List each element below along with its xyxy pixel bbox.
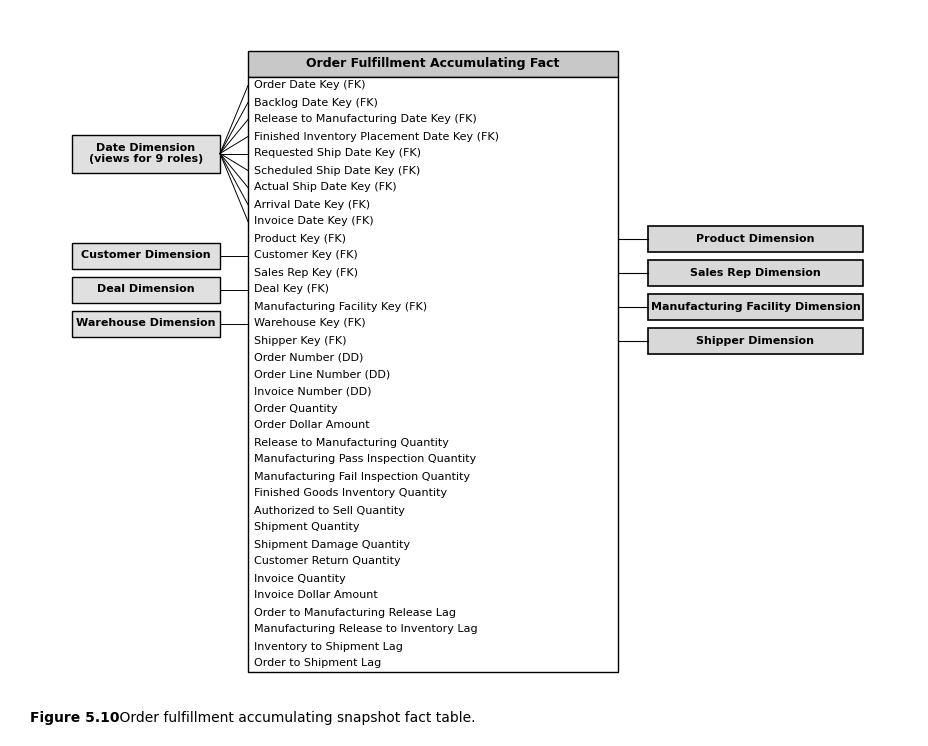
Text: Actual Ship Date Key (FK): Actual Ship Date Key (FK) bbox=[253, 183, 396, 192]
Text: Deal Key (FK): Deal Key (FK) bbox=[253, 284, 329, 295]
Text: Invoice Number (DD): Invoice Number (DD) bbox=[253, 386, 371, 397]
Text: Date Dimension
(views for 9 roles): Date Dimension (views for 9 roles) bbox=[89, 142, 203, 164]
Bar bbox=[72, 242, 220, 269]
Text: Deal Dimension: Deal Dimension bbox=[97, 284, 195, 295]
Bar bbox=[648, 260, 862, 286]
Text: Backlog Date Key (FK): Backlog Date Key (FK) bbox=[253, 98, 378, 107]
Bar bbox=[648, 327, 862, 354]
Text: Shipper Key (FK): Shipper Key (FK) bbox=[253, 336, 346, 345]
Text: Order Quantity: Order Quantity bbox=[253, 404, 337, 413]
Text: Customer Key (FK): Customer Key (FK) bbox=[253, 251, 357, 260]
Text: Product Dimension: Product Dimension bbox=[695, 233, 814, 243]
Text: Figure 5.10: Figure 5.10 bbox=[30, 711, 120, 725]
Text: Manufacturing Fail Inspection Quantity: Manufacturing Fail Inspection Quantity bbox=[253, 471, 470, 481]
Text: Product Key (FK): Product Key (FK) bbox=[253, 233, 345, 243]
Text: Manufacturing Pass Inspection Quantity: Manufacturing Pass Inspection Quantity bbox=[253, 454, 476, 465]
Bar bbox=[248, 51, 617, 77]
Text: Shipper Dimension: Shipper Dimension bbox=[696, 336, 814, 345]
Text: Customer Return Quantity: Customer Return Quantity bbox=[253, 557, 400, 566]
Text: Shipment Damage Quantity: Shipment Damage Quantity bbox=[253, 539, 409, 550]
Text: Finished Inventory Placement Date Key (FK): Finished Inventory Placement Date Key (F… bbox=[253, 131, 498, 142]
Text: Order Dollar Amount: Order Dollar Amount bbox=[253, 421, 369, 430]
Text: Requested Ship Date Key (FK): Requested Ship Date Key (FK) bbox=[253, 148, 420, 158]
Text: Order to Shipment Lag: Order to Shipment Lag bbox=[253, 659, 380, 668]
Text: Invoice Dollar Amount: Invoice Dollar Amount bbox=[253, 591, 378, 601]
Bar bbox=[72, 277, 220, 302]
Bar bbox=[72, 310, 220, 336]
Text: Invoice Date Key (FK): Invoice Date Key (FK) bbox=[253, 216, 373, 227]
Bar bbox=[648, 293, 862, 319]
Text: Sales Rep Dimension: Sales Rep Dimension bbox=[690, 268, 820, 278]
Text: Arrival Date Key (FK): Arrival Date Key (FK) bbox=[253, 199, 369, 210]
Text: Order Line Number (DD): Order Line Number (DD) bbox=[253, 369, 390, 380]
Text: Warehouse Dimension: Warehouse Dimension bbox=[76, 319, 215, 328]
Text: Finished Goods Inventory Quantity: Finished Goods Inventory Quantity bbox=[253, 489, 446, 498]
Text: Order fulfillment accumulating snapshot fact table.: Order fulfillment accumulating snapshot … bbox=[102, 711, 475, 725]
Text: Order Fulfillment Accumulating Fact: Order Fulfillment Accumulating Fact bbox=[306, 57, 559, 71]
Text: Shipment Quantity: Shipment Quantity bbox=[253, 522, 359, 533]
Text: Customer Dimension: Customer Dimension bbox=[81, 251, 211, 260]
Text: Order Number (DD): Order Number (DD) bbox=[253, 353, 363, 363]
Text: Order to Manufacturing Release Lag: Order to Manufacturing Release Lag bbox=[253, 607, 456, 618]
Text: Authorized to Sell Quantity: Authorized to Sell Quantity bbox=[253, 506, 405, 515]
Text: Release to Manufacturing Date Key (FK): Release to Manufacturing Date Key (FK) bbox=[253, 114, 476, 125]
Text: Release to Manufacturing Quantity: Release to Manufacturing Quantity bbox=[253, 437, 448, 448]
Bar bbox=[248, 77, 617, 672]
Text: Manufacturing Facility Dimension: Manufacturing Facility Dimension bbox=[650, 301, 859, 312]
Text: Manufacturing Release to Inventory Lag: Manufacturing Release to Inventory Lag bbox=[253, 624, 477, 635]
Text: Invoice Quantity: Invoice Quantity bbox=[253, 574, 345, 583]
Bar bbox=[648, 225, 862, 251]
Text: Order Date Key (FK): Order Date Key (FK) bbox=[253, 81, 365, 90]
Text: Warehouse Key (FK): Warehouse Key (FK) bbox=[253, 319, 366, 328]
Text: Inventory to Shipment Lag: Inventory to Shipment Lag bbox=[253, 642, 403, 651]
Text: Scheduled Ship Date Key (FK): Scheduled Ship Date Key (FK) bbox=[253, 166, 419, 175]
Bar bbox=[72, 134, 220, 172]
Text: Manufacturing Facility Key (FK): Manufacturing Facility Key (FK) bbox=[253, 301, 427, 312]
Text: Sales Rep Key (FK): Sales Rep Key (FK) bbox=[253, 268, 357, 278]
